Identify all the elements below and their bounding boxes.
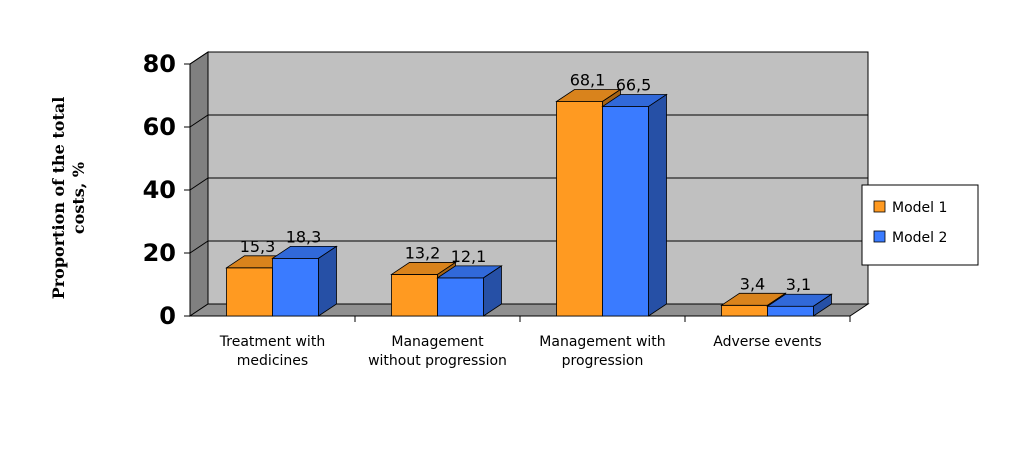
x-tick-label: Management with bbox=[539, 334, 665, 350]
y-tick-label: 0 bbox=[159, 302, 176, 330]
bars: 15,3 18,3 13,2 12,1 68,1 66,5 3,4 3,1 bbox=[225, 70, 833, 317]
y-tick-label: 20 bbox=[143, 239, 176, 267]
data-label: 68,1 bbox=[570, 70, 606, 89]
y-tick-label: 80 bbox=[143, 50, 176, 78]
x-tick-label: medicines bbox=[237, 353, 308, 369]
bar-side bbox=[813, 293, 832, 317]
data-label: 66,5 bbox=[616, 76, 652, 95]
bar-side bbox=[318, 245, 337, 317]
bar-side bbox=[483, 265, 502, 317]
data-label: 3,4 bbox=[740, 274, 765, 293]
x-tick-label: progression bbox=[562, 353, 644, 369]
legend-swatch bbox=[873, 200, 886, 213]
x-tick-label: Management bbox=[391, 334, 484, 350]
bar-front bbox=[391, 274, 438, 317]
bar-side bbox=[648, 93, 667, 317]
y-axis-title: Proportion of the totalcosts, % bbox=[49, 97, 88, 300]
x-tick-label: without progression bbox=[368, 353, 507, 369]
gridline bbox=[189, 51, 868, 65]
y-axis-title-line: Proportion of the total bbox=[49, 97, 68, 300]
legend-swatch bbox=[873, 230, 886, 243]
data-label: 12,1 bbox=[451, 247, 487, 266]
x-tick-label: Adverse events bbox=[713, 334, 821, 350]
bar-front bbox=[721, 304, 768, 317]
y-axis-ticks: 0 20 40 60 80 bbox=[143, 50, 176, 330]
legend-label: Model 1 bbox=[892, 200, 947, 216]
bar-front bbox=[272, 257, 319, 317]
bar-front bbox=[556, 101, 603, 317]
data-label: 3,1 bbox=[786, 275, 811, 294]
data-label: 18,3 bbox=[286, 227, 322, 246]
bar-front bbox=[226, 267, 273, 317]
y-tick-label: 60 bbox=[143, 113, 176, 141]
x-tick-label: Treatment with bbox=[219, 334, 325, 350]
data-label: 13,2 bbox=[405, 243, 441, 262]
y-tick-label: 40 bbox=[143, 176, 176, 204]
legend-box bbox=[861, 184, 979, 266]
bar-front bbox=[437, 277, 484, 317]
bar-front bbox=[767, 305, 814, 317]
legend-label: Model 2 bbox=[892, 230, 947, 246]
x-axis-ticks: Treatment with medicines Management without… bbox=[219, 334, 822, 369]
legend: Model 1 Model 2 bbox=[861, 184, 979, 266]
y-axis-title-line: costs, % bbox=[69, 162, 88, 234]
bar-front bbox=[602, 106, 649, 317]
data-label: 15,3 bbox=[240, 237, 276, 256]
